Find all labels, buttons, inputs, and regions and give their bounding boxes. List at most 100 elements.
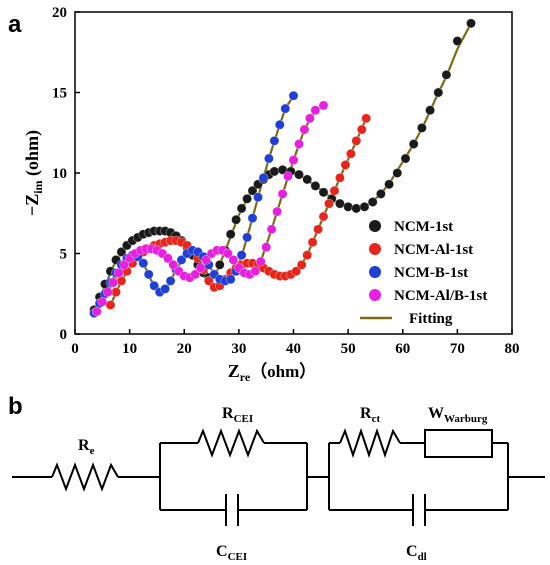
data-point-series-1 bbox=[356, 124, 367, 135]
data-point-series-2 bbox=[280, 103, 291, 114]
label-rcei: RCEI bbox=[222, 405, 253, 425]
data-points bbox=[89, 18, 476, 318]
data-point-series-3 bbox=[201, 254, 211, 265]
axis-ticks: 0 10 20 30 40 50 60 70 80 0 5 10 15 20 bbox=[52, 5, 520, 357]
data-point-series-3 bbox=[266, 224, 277, 235]
data-point-series-0 bbox=[247, 185, 258, 196]
data-point-series-1 bbox=[318, 211, 329, 222]
data-point-series-0 bbox=[231, 214, 241, 225]
label-cdl: Cdl bbox=[406, 543, 427, 563]
y-axis-title: −Zim (ohm) bbox=[22, 130, 45, 216]
label-warburg: WWarburg bbox=[428, 405, 488, 425]
panel-label-a: a bbox=[8, 11, 22, 38]
data-point-series-0 bbox=[242, 193, 252, 204]
data-point-series-2 bbox=[263, 153, 274, 164]
data-point-series-0 bbox=[441, 69, 452, 80]
data-point-series-0 bbox=[466, 18, 476, 29]
data-point-series-3 bbox=[255, 256, 266, 267]
data-point-series-3 bbox=[195, 263, 206, 273]
data-point-series-0 bbox=[310, 180, 321, 191]
data-point-series-3 bbox=[228, 254, 239, 265]
data-point-series-1 bbox=[340, 159, 351, 170]
legend-marker-ncm-alb bbox=[369, 289, 381, 301]
x-tick-label: 40 bbox=[286, 341, 301, 357]
y-tick-label: 5 bbox=[60, 247, 68, 263]
x-tick-label: 20 bbox=[177, 341, 192, 357]
data-point-series-3 bbox=[310, 105, 321, 116]
data-point-series-2 bbox=[165, 275, 176, 286]
data-point-series-0 bbox=[225, 229, 236, 240]
data-point-series-3 bbox=[222, 248, 233, 259]
data-point-series-3 bbox=[102, 287, 113, 297]
equivalent-circuit bbox=[12, 427, 545, 526]
x-tick-label: 70 bbox=[450, 341, 465, 357]
legend-marker-ncm-b bbox=[369, 266, 381, 278]
x-tick-label: 50 bbox=[341, 341, 356, 357]
data-point-series-3 bbox=[108, 277, 119, 288]
data-point-series-2 bbox=[176, 254, 187, 265]
data-point-series-1 bbox=[111, 287, 121, 297]
data-point-series-2 bbox=[160, 283, 170, 294]
label-re: Re bbox=[78, 437, 95, 457]
data-point-series-3 bbox=[190, 269, 201, 280]
y-tick-label: 15 bbox=[52, 86, 67, 102]
data-point-series-0 bbox=[302, 174, 313, 185]
data-point-series-1 bbox=[351, 135, 362, 146]
data-point-series-0 bbox=[433, 87, 444, 98]
data-point-series-0 bbox=[425, 105, 435, 116]
y-tick-label: 20 bbox=[52, 5, 67, 21]
data-point-series-0 bbox=[416, 123, 427, 133]
resistor-rcei bbox=[197, 428, 265, 458]
data-point-series-1 bbox=[302, 250, 313, 260]
data-point-series-1 bbox=[116, 275, 127, 286]
warburg-element bbox=[424, 429, 493, 458]
data-point-series-2 bbox=[253, 192, 263, 203]
resistor-re bbox=[51, 462, 119, 492]
data-point-series-0 bbox=[318, 187, 329, 198]
legend-label-fitting: Fitting bbox=[409, 311, 453, 327]
legend-label-ncm-b: NCM-B-1st bbox=[394, 265, 468, 281]
data-point-series-0 bbox=[351, 203, 362, 214]
data-point-series-3 bbox=[318, 100, 329, 111]
data-point-series-1 bbox=[324, 198, 334, 209]
data-point-series-2 bbox=[274, 119, 285, 130]
data-point-series-1 bbox=[296, 259, 307, 270]
data-point-series-0 bbox=[214, 259, 225, 270]
data-point-series-2 bbox=[138, 258, 149, 269]
resistor-rct bbox=[339, 427, 401, 459]
data-point-series-3 bbox=[272, 206, 282, 217]
data-point-series-3 bbox=[113, 267, 124, 278]
x-tick-label: 0 bbox=[71, 341, 79, 357]
data-point-series-2 bbox=[143, 269, 154, 280]
data-point-series-1 bbox=[361, 113, 372, 124]
data-point-series-3 bbox=[119, 259, 130, 270]
data-point-series-3 bbox=[277, 188, 288, 199]
legend-marker-ncm-al bbox=[369, 243, 381, 255]
data-point-series-2 bbox=[242, 232, 252, 243]
data-point-series-0 bbox=[236, 203, 247, 214]
y-tick-label: 0 bbox=[60, 327, 68, 343]
data-point-series-2 bbox=[247, 213, 258, 223]
legend-label-ncm-alb: NCM-Al/B-1st bbox=[394, 288, 487, 304]
data-point-series-3 bbox=[261, 242, 272, 252]
x-tick-label: 30 bbox=[231, 341, 246, 357]
data-point-series-0 bbox=[116, 246, 127, 257]
data-point-series-3 bbox=[299, 124, 310, 135]
label-ccei: CCEI bbox=[216, 543, 247, 563]
data-point-series-0 bbox=[400, 153, 411, 164]
data-point-series-0 bbox=[269, 166, 280, 177]
data-point-series-0 bbox=[384, 179, 394, 190]
data-point-series-1 bbox=[313, 224, 323, 235]
x-tick-label: 80 bbox=[505, 341, 520, 357]
data-point-series-2 bbox=[269, 135, 280, 146]
data-point-series-2 bbox=[149, 280, 160, 291]
data-point-series-0 bbox=[359, 201, 370, 212]
data-point-series-2 bbox=[288, 90, 299, 101]
data-point-series-1 bbox=[105, 300, 116, 310]
label-rct: Rct bbox=[360, 405, 380, 425]
data-point-series-2 bbox=[258, 172, 269, 183]
data-point-series-3 bbox=[288, 155, 299, 165]
x-tick-label: 60 bbox=[395, 341, 410, 357]
data-point-series-0 bbox=[452, 36, 463, 46]
